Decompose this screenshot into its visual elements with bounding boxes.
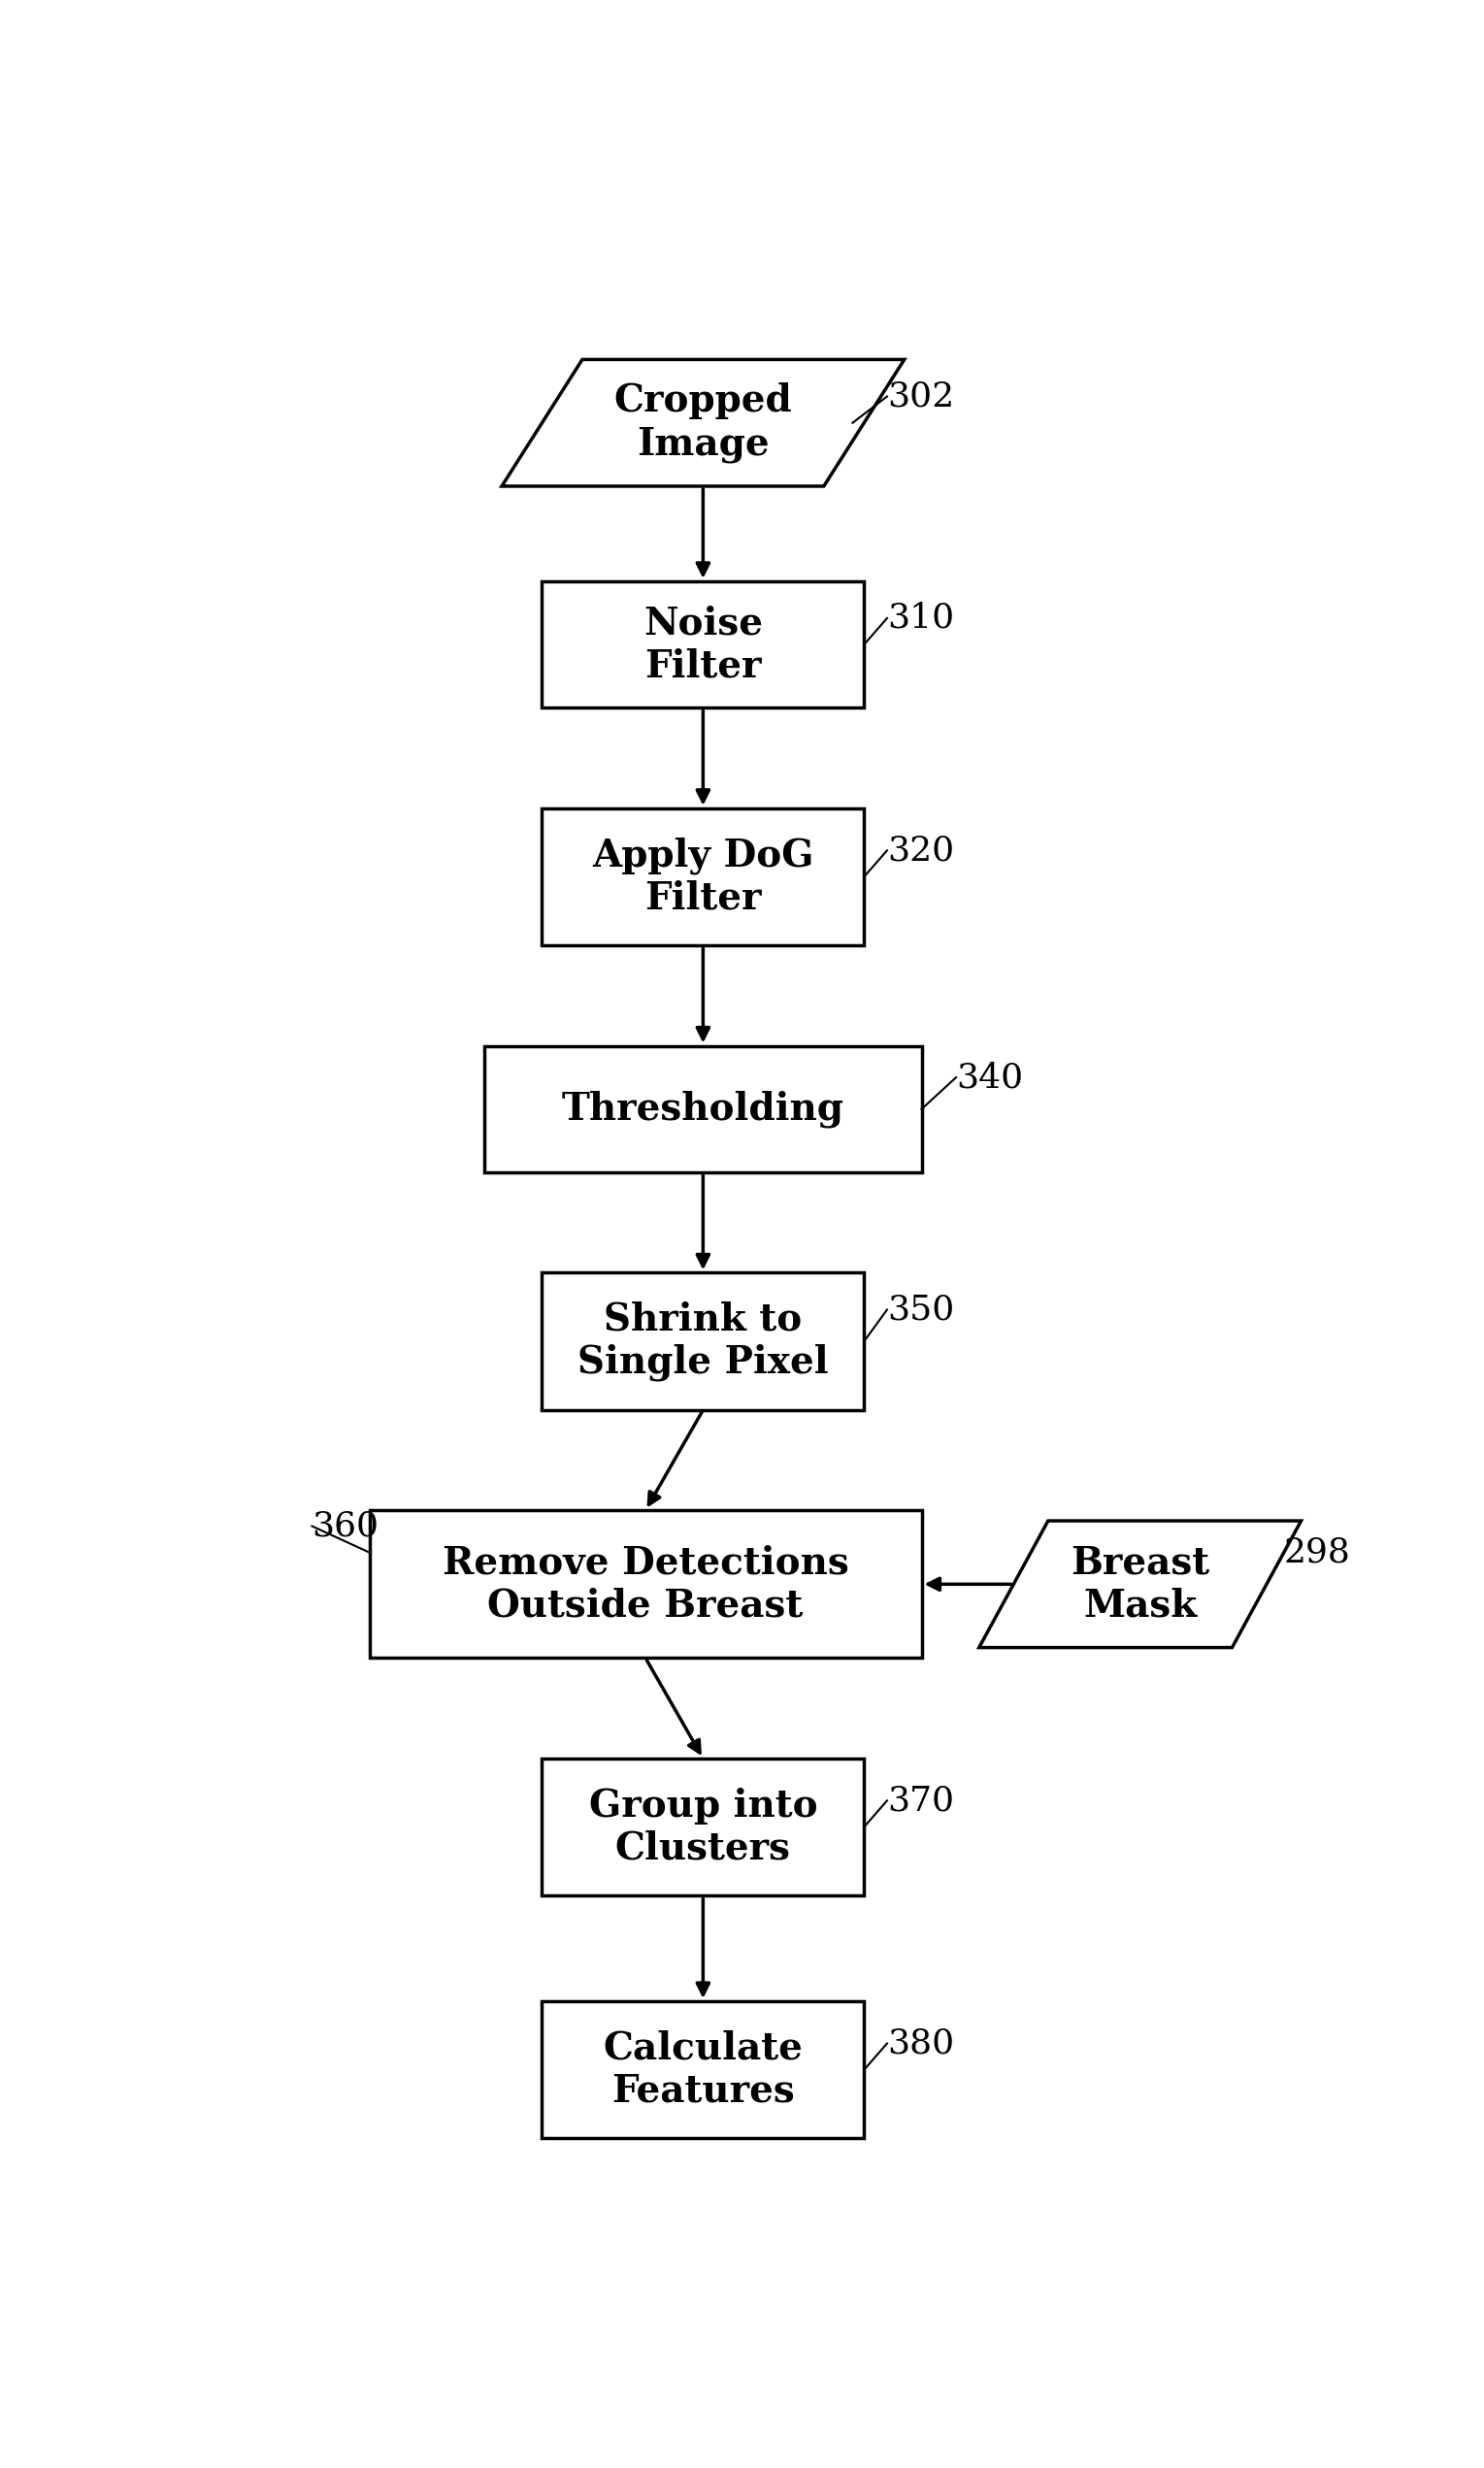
Text: Apply DoG
Filter: Apply DoG Filter [592,837,813,916]
Bar [485,1046,922,1172]
Bar [542,582,864,708]
Text: Calculate
Features: Calculate Features [603,2031,803,2110]
Bar [542,1757,864,1895]
Text: 360: 360 [312,1510,378,1542]
Text: Shrink to
Single Pixel: Shrink to Single Pixel [577,1301,828,1382]
Text: 302: 302 [887,380,954,412]
Bar [542,2002,864,2137]
Text: 320: 320 [887,834,954,866]
Text: 298: 298 [1284,1535,1350,1570]
Text: 380: 380 [887,2026,954,2061]
Text: Group into
Clusters: Group into Clusters [589,1787,818,1866]
Bar [542,807,864,945]
Text: Cropped
Image: Cropped Image [614,383,792,464]
Text: Thresholding: Thresholding [562,1091,844,1128]
Text: Remove Detections
Outside Breast: Remove Detections Outside Breast [442,1545,849,1624]
Polygon shape [979,1520,1301,1649]
Text: Breast
Mask: Breast Mask [1070,1545,1209,1624]
Text: 340: 340 [956,1061,1022,1093]
Text: 310: 310 [887,602,954,634]
Text: 370: 370 [887,1784,954,1816]
Polygon shape [502,360,904,486]
Bar [370,1510,922,1658]
Bar [542,1273,864,1409]
Text: 350: 350 [887,1293,954,1325]
Text: Noise
Filter: Noise Filter [644,605,763,684]
